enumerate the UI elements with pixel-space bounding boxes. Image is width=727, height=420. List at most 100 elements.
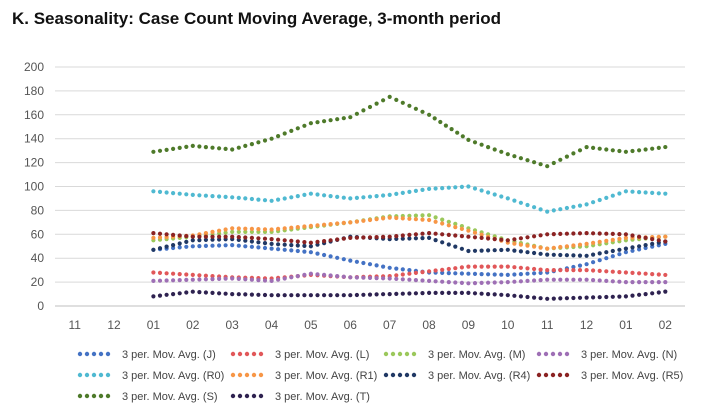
- series-dot: [348, 220, 353, 225]
- series-dot: [217, 276, 222, 281]
- series-dot: [545, 246, 550, 251]
- series-dot: [610, 294, 615, 299]
- series-dot: [505, 152, 510, 157]
- series-dot: [637, 280, 642, 285]
- series-dot: [236, 145, 241, 150]
- series-dot: [558, 207, 563, 212]
- series-dot: [367, 275, 373, 280]
- series-dot: [400, 100, 405, 105]
- series-dot: [197, 234, 202, 239]
- series-dot: [203, 193, 208, 198]
- legend-marker-dot: [411, 372, 417, 378]
- x-tick-label: 10: [501, 318, 515, 332]
- legend-label: 3 per. Mov. Avg. (N): [581, 349, 677, 361]
- series-dot: [518, 242, 524, 247]
- series-dot: [663, 272, 668, 278]
- series-dot: [650, 237, 655, 242]
- series-dot: [623, 280, 629, 285]
- series-dot: [335, 194, 340, 199]
- series-dot: [276, 197, 281, 202]
- series-dot: [341, 195, 346, 200]
- series-dot: [348, 196, 353, 201]
- series-dot: [663, 280, 668, 285]
- y-tick-label: 0: [37, 299, 44, 313]
- series-dot: [459, 184, 464, 189]
- series-dot: [433, 215, 438, 220]
- series-dot: [197, 277, 202, 282]
- series-dot: [354, 219, 359, 224]
- series-dot: [223, 291, 228, 296]
- legend-marker-dot: [550, 351, 556, 357]
- series-dot: [518, 249, 524, 254]
- legend-marker-dot: [244, 372, 250, 378]
- series-dot: [440, 270, 445, 275]
- series-dot: [289, 238, 294, 243]
- legend-marker-dot: [77, 351, 83, 357]
- series-dot: [532, 295, 537, 300]
- series-dot: [328, 194, 333, 199]
- series-dot: [656, 238, 661, 243]
- series-dot: [341, 116, 346, 121]
- legend-marker-dot: [230, 393, 236, 399]
- series-dot: [630, 148, 635, 154]
- series-dot: [577, 242, 583, 247]
- series-dot: [315, 192, 320, 197]
- series-dot: [348, 115, 353, 120]
- series-dot: [282, 226, 287, 231]
- series-dot: [322, 293, 327, 298]
- series-dot: [643, 243, 648, 248]
- series-dot: [361, 292, 366, 297]
- series-dot: [453, 280, 458, 285]
- series-dot: [525, 294, 530, 300]
- series-dot: [197, 238, 202, 243]
- legend-marker-dot: [98, 372, 104, 378]
- series-dot: [210, 290, 215, 295]
- series-dot: [597, 239, 602, 244]
- series-dot: [518, 279, 524, 284]
- series-dot: [443, 123, 448, 128]
- series-dot: [328, 118, 333, 123]
- series-dot: [420, 109, 425, 114]
- series-dot: [440, 290, 445, 295]
- series-dot: [538, 278, 543, 283]
- series-dot: [663, 144, 668, 150]
- series-dot: [427, 278, 432, 283]
- series-dot: [151, 189, 156, 194]
- y-axis-ticks: 0 20 40 60 80 100 120 140 160 180 200: [24, 60, 44, 313]
- series-dot: [532, 244, 537, 249]
- series-dot: [591, 278, 596, 283]
- series-dot: [492, 264, 497, 269]
- series-dot: [151, 294, 156, 299]
- series-dot: [472, 140, 478, 145]
- series-dot: [197, 244, 202, 249]
- series-line: [151, 94, 668, 169]
- series-dot: [335, 117, 340, 122]
- series-dot: [551, 252, 556, 257]
- series-dot: [387, 292, 392, 297]
- legend-marker-dot: [251, 372, 257, 378]
- legend-label: 3 per. Mov. Avg. (R4): [428, 370, 530, 382]
- series-dot: [427, 186, 432, 191]
- series-dot: [466, 290, 471, 295]
- legend-marker-dot: [237, 393, 243, 399]
- series-dot: [656, 272, 661, 277]
- series-dot: [328, 273, 333, 278]
- series-dot: [328, 293, 333, 298]
- y-tick-label: 80: [31, 203, 45, 217]
- legend-marker-dot: [397, 372, 403, 378]
- x-tick-label: 04: [265, 318, 279, 332]
- legend-marker-dot: [237, 351, 243, 357]
- y-tick-label: 100: [24, 180, 44, 194]
- series-dot: [577, 295, 583, 300]
- series-dot: [223, 276, 228, 281]
- series-dot: [177, 245, 182, 250]
- series-dot: [190, 234, 195, 239]
- series-dot: [486, 264, 491, 269]
- series-dot: [558, 231, 563, 236]
- series-dot: [210, 274, 215, 279]
- series-dot: [545, 164, 550, 169]
- series-dot: [190, 272, 195, 277]
- series-dot: [499, 292, 504, 297]
- series-dot: [459, 226, 464, 231]
